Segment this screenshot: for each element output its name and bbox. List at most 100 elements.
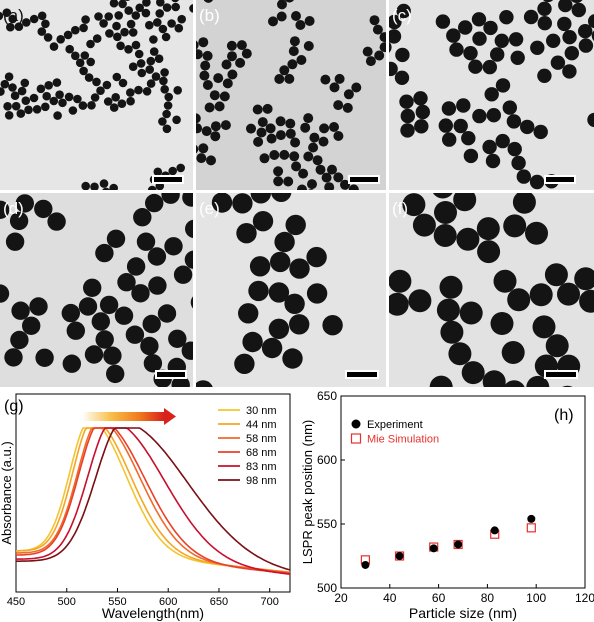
- nanoparticle: [389, 292, 409, 316]
- nanoparticle: [147, 247, 167, 266]
- experiment-point: [361, 560, 370, 569]
- nanoparticle: [546, 33, 561, 48]
- nanoparticle: [75, 58, 85, 68]
- nanoparticle: [43, 33, 53, 42]
- tem-panel-b: (b): [196, 0, 386, 190]
- nanoparticle: [157, 304, 177, 323]
- nanoparticle: [131, 40, 141, 50]
- nanoparticle: [312, 155, 323, 166]
- nanoparticle: [461, 361, 485, 385]
- nanoparticle: [11, 101, 21, 111]
- nanoparticle: [182, 193, 193, 207]
- nanoparticle: [145, 20, 154, 30]
- nanoparticle: [503, 214, 527, 238]
- nanoparticle: [92, 34, 102, 43]
- nanoparticle: [545, 334, 569, 358]
- nanoparticle: [112, 72, 122, 82]
- nanoparticle: [29, 297, 48, 316]
- nanoparticle: [36, 84, 46, 94]
- nanoparticle: [461, 131, 476, 146]
- panel-label: (a): [3, 6, 24, 25]
- nanoparticle: [135, 3, 144, 13]
- legend-label: 30 nm: [246, 405, 277, 417]
- nanoparticle: [79, 23, 88, 33]
- nanoparticle: [438, 118, 453, 133]
- nanoparticle: [259, 153, 270, 164]
- x-tick-label: 60: [432, 591, 446, 605]
- y-axis-label: Absorbance (a.u.): [0, 441, 14, 544]
- nanoparticle: [351, 82, 362, 93]
- nanoparticle: [128, 28, 138, 37]
- spectrum-line: [16, 427, 291, 571]
- nanoparticle: [308, 142, 319, 153]
- nanoparticle: [42, 91, 51, 101]
- nanoparticle: [4, 348, 23, 367]
- nanoparticle: [322, 315, 343, 336]
- nanoparticle: [114, 11, 123, 20]
- nanoparticle: [160, 85, 169, 94]
- nanoparticle: [65, 44, 74, 54]
- legend-mie-label: Mie Simulation: [367, 434, 439, 446]
- nanoparticle: [41, 102, 50, 112]
- nanoparticle: [58, 98, 67, 108]
- nanoparticle: [285, 128, 296, 139]
- nanoparticle: [206, 155, 216, 166]
- nanoparticle: [162, 3, 172, 12]
- legend-label: 83 nm: [246, 461, 277, 473]
- nanoparticle: [579, 289, 594, 313]
- nanoparticle: [29, 93, 39, 103]
- nanoparticle: [502, 100, 517, 115]
- nanoparticle: [213, 73, 224, 84]
- nanoparticle: [0, 87, 5, 96]
- nanoparticle: [196, 40, 199, 50]
- nanoparticle: [114, 306, 134, 325]
- nanoparticle: [291, 11, 301, 21]
- nanoparticle: [222, 78, 233, 89]
- nanoparticle: [261, 337, 283, 359]
- nanoparticle: [106, 364, 125, 384]
- x-tick-label: 700: [261, 596, 279, 608]
- nanoparticle: [242, 331, 263, 353]
- nanoparticle: [276, 11, 287, 22]
- nanoparticle: [459, 301, 483, 325]
- nanoparticle: [44, 81, 53, 90]
- nanoparticle: [287, 59, 298, 70]
- panel-label-g: (g): [4, 398, 24, 415]
- nanoparticle: [289, 314, 310, 335]
- tem-panel-a: (a): [0, 0, 193, 190]
- nanoparticle: [184, 250, 193, 269]
- nanoparticle: [151, 72, 161, 81]
- nanoparticle: [0, 79, 10, 89]
- nanoparticle: [16, 109, 26, 118]
- nanoparticle: [109, 103, 119, 112]
- nanoparticle: [324, 182, 335, 190]
- nanoparticle: [307, 179, 317, 190]
- nanoparticle: [171, 0, 179, 3]
- nanoparticle: [321, 172, 332, 183]
- nanoparticle: [6, 22, 15, 32]
- nanoparticle: [159, 76, 168, 86]
- nanoparticle: [236, 223, 257, 244]
- tem-panel-d: (d): [0, 193, 193, 387]
- nanoparticle: [91, 312, 111, 331]
- nanoparticle: [362, 46, 373, 57]
- nanoparticle: [226, 40, 237, 51]
- nanoparticle: [87, 101, 96, 110]
- nanoparticle: [257, 117, 268, 128]
- nanoparticle: [116, 41, 125, 51]
- x-tick-label: 80: [481, 591, 495, 605]
- y-tick-label: 650: [317, 390, 337, 403]
- nanoparticle: [161, 193, 180, 204]
- nanoparticle: [142, 87, 152, 96]
- nanoparticle: [408, 289, 432, 313]
- nanoparticle: [83, 278, 102, 297]
- nanoparticle: [369, 15, 380, 26]
- nanoparticle: [490, 312, 514, 335]
- scale-bar: [155, 370, 187, 379]
- nanoparticle: [472, 108, 487, 124]
- nanoparticle: [440, 320, 464, 344]
- experiment-point: [429, 544, 438, 553]
- nanoparticle: [209, 90, 220, 101]
- nanoparticle: [399, 94, 414, 109]
- nanoparticle: [453, 118, 468, 134]
